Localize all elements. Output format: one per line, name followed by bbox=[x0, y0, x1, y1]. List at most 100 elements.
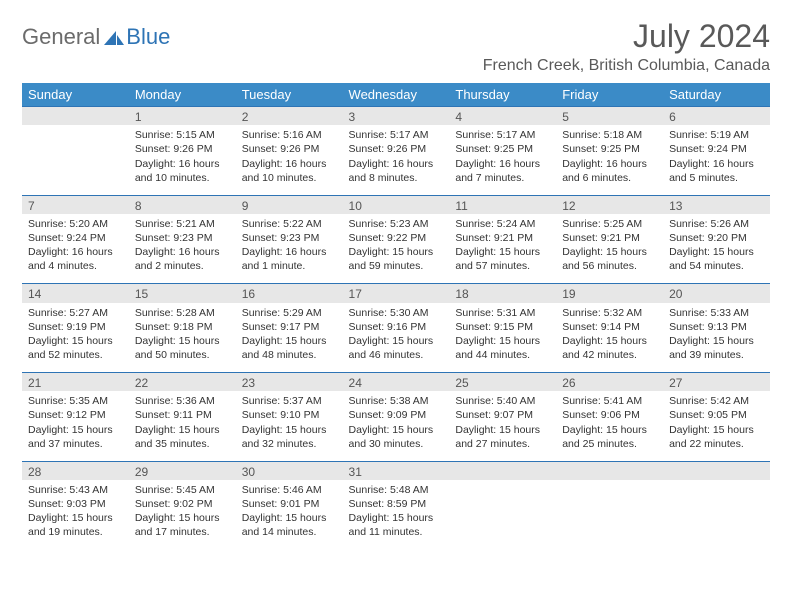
day-number: 4 bbox=[455, 110, 462, 124]
day-number-cell bbox=[663, 461, 770, 480]
weekday-header: Saturday bbox=[663, 83, 770, 107]
day-number-cell: 6 bbox=[663, 107, 770, 126]
day-number-cell: 21 bbox=[22, 373, 129, 392]
logo-sail-icon bbox=[104, 29, 124, 45]
day-number-cell: 14 bbox=[22, 284, 129, 303]
day-number: 6 bbox=[669, 110, 676, 124]
day-cell: Sunrise: 5:42 AM Sunset: 9:05 PM Dayligh… bbox=[663, 391, 770, 461]
day-number: 20 bbox=[669, 287, 682, 301]
daynum-row: 14 15 16 17 18 19 20 bbox=[22, 284, 770, 303]
header: General Blue July 2024 French Creek, Bri… bbox=[22, 18, 770, 75]
day-cell: Sunrise: 5:21 AM Sunset: 9:23 PM Dayligh… bbox=[129, 214, 236, 284]
day-cell: Sunrise: 5:18 AM Sunset: 9:25 PM Dayligh… bbox=[556, 125, 663, 195]
weekday-header: Thursday bbox=[449, 83, 556, 107]
day-number-cell: 5 bbox=[556, 107, 663, 126]
day-number-cell: 8 bbox=[129, 195, 236, 214]
day-number: 22 bbox=[135, 376, 148, 390]
weekday-header: Friday bbox=[556, 83, 663, 107]
day-cell: Sunrise: 5:41 AM Sunset: 9:06 PM Dayligh… bbox=[556, 391, 663, 461]
day-number-cell: 13 bbox=[663, 195, 770, 214]
day-number: 9 bbox=[242, 199, 249, 213]
daynum-row: 7 8 9 10 11 12 13 bbox=[22, 195, 770, 214]
content-row: Sunrise: 5:35 AM Sunset: 9:12 PM Dayligh… bbox=[22, 391, 770, 461]
day-cell: Sunrise: 5:38 AM Sunset: 9:09 PM Dayligh… bbox=[343, 391, 450, 461]
day-number-cell: 18 bbox=[449, 284, 556, 303]
day-number-cell: 20 bbox=[663, 284, 770, 303]
day-cell: Sunrise: 5:19 AM Sunset: 9:24 PM Dayligh… bbox=[663, 125, 770, 195]
day-number-cell: 25 bbox=[449, 373, 556, 392]
day-cell: Sunrise: 5:26 AM Sunset: 9:20 PM Dayligh… bbox=[663, 214, 770, 284]
logo-text-blue: Blue bbox=[126, 24, 170, 50]
day-cell: Sunrise: 5:24 AM Sunset: 9:21 PM Dayligh… bbox=[449, 214, 556, 284]
day-number-cell bbox=[22, 107, 129, 126]
day-number: 18 bbox=[455, 287, 468, 301]
day-number: 15 bbox=[135, 287, 148, 301]
day-number: 1 bbox=[135, 110, 142, 124]
day-number: 17 bbox=[349, 287, 362, 301]
day-cell: Sunrise: 5:48 AM Sunset: 8:59 PM Dayligh… bbox=[343, 480, 450, 550]
day-cell bbox=[556, 480, 663, 550]
day-number: 8 bbox=[135, 199, 142, 213]
day-number: 7 bbox=[28, 199, 35, 213]
day-number-cell: 12 bbox=[556, 195, 663, 214]
day-cell bbox=[22, 125, 129, 195]
day-cell: Sunrise: 5:22 AM Sunset: 9:23 PM Dayligh… bbox=[236, 214, 343, 284]
day-number-cell: 22 bbox=[129, 373, 236, 392]
content-row: Sunrise: 5:20 AM Sunset: 9:24 PM Dayligh… bbox=[22, 214, 770, 284]
day-cell: Sunrise: 5:32 AM Sunset: 9:14 PM Dayligh… bbox=[556, 303, 663, 373]
logo: General Blue bbox=[22, 18, 170, 50]
day-cell: Sunrise: 5:17 AM Sunset: 9:25 PM Dayligh… bbox=[449, 125, 556, 195]
day-cell: Sunrise: 5:25 AM Sunset: 9:21 PM Dayligh… bbox=[556, 214, 663, 284]
day-cell: Sunrise: 5:45 AM Sunset: 9:02 PM Dayligh… bbox=[129, 480, 236, 550]
day-cell: Sunrise: 5:46 AM Sunset: 9:01 PM Dayligh… bbox=[236, 480, 343, 550]
day-cell: Sunrise: 5:36 AM Sunset: 9:11 PM Dayligh… bbox=[129, 391, 236, 461]
day-number-cell bbox=[556, 461, 663, 480]
day-cell: Sunrise: 5:30 AM Sunset: 9:16 PM Dayligh… bbox=[343, 303, 450, 373]
day-cell: Sunrise: 5:35 AM Sunset: 9:12 PM Dayligh… bbox=[22, 391, 129, 461]
daynum-row: 21222324252627 bbox=[22, 373, 770, 392]
day-cell: Sunrise: 5:27 AM Sunset: 9:19 PM Dayligh… bbox=[22, 303, 129, 373]
day-cell: Sunrise: 5:33 AM Sunset: 9:13 PM Dayligh… bbox=[663, 303, 770, 373]
weekday-header: Sunday bbox=[22, 83, 129, 107]
month-title: July 2024 bbox=[483, 18, 770, 55]
day-cell: Sunrise: 5:15 AM Sunset: 9:26 PM Dayligh… bbox=[129, 125, 236, 195]
day-number: 25 bbox=[455, 376, 468, 390]
content-row: Sunrise: 5:43 AM Sunset: 9:03 PM Dayligh… bbox=[22, 480, 770, 550]
day-number-cell: 2 bbox=[236, 107, 343, 126]
day-number: 13 bbox=[669, 199, 682, 213]
day-number-cell: 7 bbox=[22, 195, 129, 214]
weekday-header: Monday bbox=[129, 83, 236, 107]
day-number: 10 bbox=[349, 199, 362, 213]
content-row: Sunrise: 5:15 AM Sunset: 9:26 PM Dayligh… bbox=[22, 125, 770, 195]
weekday-header-row: Sunday Monday Tuesday Wednesday Thursday… bbox=[22, 83, 770, 107]
day-number-cell: 4 bbox=[449, 107, 556, 126]
day-cell: Sunrise: 5:40 AM Sunset: 9:07 PM Dayligh… bbox=[449, 391, 556, 461]
location: French Creek, British Columbia, Canada bbox=[483, 57, 770, 75]
day-number: 26 bbox=[562, 376, 575, 390]
day-number: 3 bbox=[349, 110, 356, 124]
day-cell: Sunrise: 5:29 AM Sunset: 9:17 PM Dayligh… bbox=[236, 303, 343, 373]
calendar-table: Sunday Monday Tuesday Wednesday Thursday… bbox=[22, 83, 770, 550]
day-number-cell: 19 bbox=[556, 284, 663, 303]
day-number-cell: 17 bbox=[343, 284, 450, 303]
day-number-cell: 28 bbox=[22, 461, 129, 480]
weekday-header: Tuesday bbox=[236, 83, 343, 107]
day-number: 2 bbox=[242, 110, 249, 124]
day-cell: Sunrise: 5:20 AM Sunset: 9:24 PM Dayligh… bbox=[22, 214, 129, 284]
day-number-cell: 9 bbox=[236, 195, 343, 214]
daynum-row: 1 2 3 4 56 bbox=[22, 107, 770, 126]
day-number-cell: 1 bbox=[129, 107, 236, 126]
day-number-cell: 3 bbox=[343, 107, 450, 126]
day-number: 16 bbox=[242, 287, 255, 301]
day-number-cell: 26 bbox=[556, 373, 663, 392]
day-cell: Sunrise: 5:43 AM Sunset: 9:03 PM Dayligh… bbox=[22, 480, 129, 550]
day-number-cell: 15 bbox=[129, 284, 236, 303]
day-cell: Sunrise: 5:16 AM Sunset: 9:26 PM Dayligh… bbox=[236, 125, 343, 195]
day-number-cell: 11 bbox=[449, 195, 556, 214]
day-number-cell: 30 bbox=[236, 461, 343, 480]
day-number-cell bbox=[449, 461, 556, 480]
day-number: 12 bbox=[562, 199, 575, 213]
day-number: 29 bbox=[135, 465, 148, 479]
day-cell: Sunrise: 5:23 AM Sunset: 9:22 PM Dayligh… bbox=[343, 214, 450, 284]
day-number: 11 bbox=[455, 199, 467, 213]
